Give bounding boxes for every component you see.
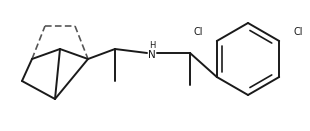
Text: Cl: Cl <box>193 27 203 37</box>
Text: Cl: Cl <box>293 27 303 37</box>
Text: N: N <box>148 50 156 60</box>
Text: H: H <box>149 40 155 50</box>
